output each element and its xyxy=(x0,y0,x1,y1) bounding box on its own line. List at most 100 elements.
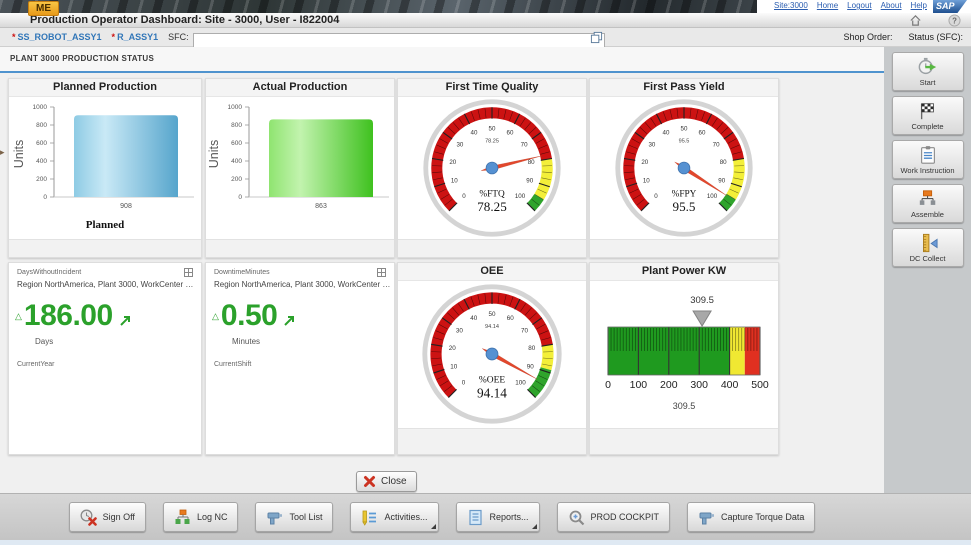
actual-production-bar-chart: 0 200 400 600 800 1000 863 Units xyxy=(207,104,389,210)
prod-cockpit-icon xyxy=(569,510,584,525)
kpi-unit: Minutes xyxy=(232,337,261,346)
svg-text:309.5: 309.5 xyxy=(673,401,696,411)
sfc-input[interactable] xyxy=(192,32,605,48)
svg-text:1000: 1000 xyxy=(228,104,243,111)
activities-icon xyxy=(362,510,377,526)
home-icon[interactable] xyxy=(909,14,922,27)
link-logout[interactable]: Logout xyxy=(847,1,872,10)
svg-text:300: 300 xyxy=(690,379,708,391)
factory-photo-banner xyxy=(0,0,757,13)
plant-power-linear-gauge: 0 100 200 300 400 500 309.5 309.5 xyxy=(605,295,769,411)
dc-collect-icon xyxy=(922,233,938,252)
help-icon[interactable]: ? xyxy=(948,14,961,27)
kpi-subtitle: Region NorthAmerica, Plant 3000, WorkCen… xyxy=(17,280,195,289)
svg-text:0: 0 xyxy=(654,193,658,200)
svg-text:1000: 1000 xyxy=(33,104,48,111)
required-marker: * xyxy=(12,32,16,42)
panel-footer xyxy=(9,239,201,257)
kpi-period: CurrentShift xyxy=(214,361,252,368)
svg-text:80: 80 xyxy=(720,159,727,166)
svg-text:95.5: 95.5 xyxy=(673,199,696,214)
assemble-button[interactable]: Assemble xyxy=(891,184,964,223)
dc-collect-button[interactable]: DC Collect xyxy=(891,228,964,267)
kpi-value: 186.00 xyxy=(23,299,113,332)
kpi-title: DaysWithoutIncident xyxy=(17,269,82,276)
svg-text:50: 50 xyxy=(488,311,496,318)
svg-text:100: 100 xyxy=(707,193,718,200)
activities-button[interactable]: Activities... xyxy=(350,502,439,532)
kpi-title: DowntimeMinutes xyxy=(214,269,270,276)
kpi-tile-downtime-minutes[interactable]: DowntimeMinutes Region NorthAmerica, Pla… xyxy=(205,262,395,455)
svg-text:80: 80 xyxy=(528,159,535,166)
operation-tab-row: * SS_ROBOT_ASSY1 * R_ASSY1 SFC: Shop Order… xyxy=(0,28,971,48)
svg-text:70: 70 xyxy=(521,327,529,334)
top-banner: Site:3000 Home Logout About Help SAP xyxy=(0,0,971,13)
panel-expander-chevron[interactable]: ▸ xyxy=(0,147,5,157)
reports-button[interactable]: Reports... xyxy=(455,502,540,532)
link-home[interactable]: Home xyxy=(816,1,839,10)
torque-tool-icon xyxy=(699,512,715,524)
svg-text:20: 20 xyxy=(449,159,456,166)
svg-text:30: 30 xyxy=(648,142,655,149)
value-help-icon[interactable] xyxy=(590,31,603,44)
work-instruction-icon xyxy=(920,145,935,164)
svg-text:60: 60 xyxy=(699,130,706,137)
svg-text:100: 100 xyxy=(515,380,526,387)
start-button[interactable]: Start xyxy=(891,52,964,91)
prod-cockpit-button[interactable]: PROD COCKPIT xyxy=(556,502,671,532)
svg-text:200: 200 xyxy=(36,176,47,183)
first-pass-yield-panel: First Pass Yield 0 10 20 30 40 50 60 70 80 90 100 9… xyxy=(589,78,779,258)
svg-text:90: 90 xyxy=(718,177,725,184)
svg-text:60: 60 xyxy=(507,130,514,137)
svg-text:50: 50 xyxy=(681,125,688,132)
svg-text:Units: Units xyxy=(12,140,26,168)
oee-panel: OEE 0 10 20 30 40 50 60 70 80 90 100 94.14 %OEE 94.14 xyxy=(397,262,587,455)
svg-text:78.25: 78.25 xyxy=(485,138,499,144)
svg-text:78.25: 78.25 xyxy=(477,199,507,214)
kpi-tile-days-without-incident[interactable]: DaysWithoutIncident Region NorthAmerica,… xyxy=(8,262,202,455)
svg-text:600: 600 xyxy=(231,140,242,147)
tab-ss-robot-assy1[interactable]: * SS_ROBOT_ASSY1 xyxy=(12,32,102,42)
link-site[interactable]: Site:3000 xyxy=(774,1,808,10)
action-sidebar: Start Complete Work Instruction Assemble xyxy=(884,47,971,493)
svg-text:90: 90 xyxy=(527,364,535,371)
panel-title: First Time Quality xyxy=(398,79,586,97)
me-logo: ME xyxy=(28,1,59,16)
link-help[interactable]: Help xyxy=(910,1,927,10)
svg-text:?: ? xyxy=(952,16,957,25)
table-icon xyxy=(184,268,193,277)
close-button[interactable]: Close xyxy=(356,471,417,492)
tab-r-assy1[interactable]: * R_ASSY1 xyxy=(111,32,159,42)
sign-off-button[interactable]: Sign Off xyxy=(68,502,146,532)
svg-text:94.14: 94.14 xyxy=(477,385,507,400)
shop-order-label: Shop Order: xyxy=(843,32,893,42)
top-nav-links: Site:3000 Home Logout About Help xyxy=(774,1,927,10)
title-bar: Production Operator Dashboard: Site - 30… xyxy=(0,13,971,28)
svg-text:90: 90 xyxy=(526,177,533,184)
kpi-unit: Days xyxy=(35,337,54,346)
assemble-icon xyxy=(919,189,935,205)
capture-torque-data-button[interactable]: Capture Torque Data xyxy=(687,502,816,532)
svg-text:70: 70 xyxy=(521,142,528,149)
svg-text:30: 30 xyxy=(456,142,463,149)
actual-production-panel: Actual Production 0 200 400 600 800 1000 863 Un… xyxy=(205,78,395,258)
sign-off-icon xyxy=(80,509,97,526)
work-instruction-button[interactable]: Work Instruction xyxy=(891,140,964,179)
close-label: Close xyxy=(381,476,407,487)
panel-footer xyxy=(398,239,586,257)
svg-text:20: 20 xyxy=(641,159,648,166)
tool-list-button[interactable]: Tool List xyxy=(255,502,334,532)
log-nc-button[interactable]: Log NC xyxy=(162,502,239,532)
link-about[interactable]: About xyxy=(880,1,902,10)
complete-button[interactable]: Complete xyxy=(891,96,964,135)
panel-title: Plant Power KW xyxy=(590,263,778,281)
svg-text:70: 70 xyxy=(713,142,720,149)
svg-text:95.5: 95.5 xyxy=(679,138,690,144)
kpi-value: 0.50 xyxy=(220,299,278,332)
svg-text:200: 200 xyxy=(231,176,242,183)
tool-list-icon xyxy=(267,512,283,524)
svg-text:%FTQ: %FTQ xyxy=(479,189,505,199)
log-nc-icon xyxy=(175,509,190,524)
